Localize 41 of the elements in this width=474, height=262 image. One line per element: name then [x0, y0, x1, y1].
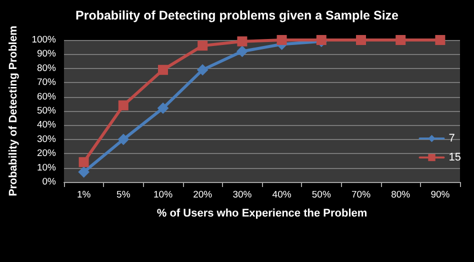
y-tick-label: 50% — [36, 106, 57, 116]
point — [78, 157, 89, 168]
chart-title: Probability of Detecting problems given a Sample Size — [76, 8, 399, 22]
legend-label: 7 — [448, 132, 455, 144]
x-tick-label: 80% — [391, 190, 411, 200]
x-axis-title: % of Users who Experience the Problem — [156, 208, 368, 220]
point — [316, 35, 326, 45]
x-tick-label: 5% — [116, 190, 131, 200]
y-tick-label: 40% — [36, 120, 57, 131]
point — [237, 36, 248, 46]
x-tick-label: 1% — [76, 190, 92, 200]
x-tick-label: 30% — [232, 190, 252, 200]
y-tick-label: 100% — [32, 34, 57, 46]
y-tick-label: 30% — [36, 134, 57, 145]
point — [276, 35, 287, 45]
point — [435, 35, 446, 45]
x-tick-label: 40% — [272, 190, 292, 200]
point — [197, 64, 208, 76]
point — [236, 46, 248, 57]
point — [396, 35, 406, 45]
y-axis-title: Probability of Detecting Problem — [8, 26, 20, 196]
y-tick-label: 60% — [36, 91, 57, 102]
y-tick-label: 80% — [36, 62, 57, 74]
y-tick-label: 10% — [36, 162, 57, 174]
point — [118, 100, 128, 110]
point — [356, 35, 366, 45]
x-tick-label: 90% — [430, 190, 450, 200]
point — [78, 166, 90, 178]
y-tick-label: 20% — [36, 148, 57, 160]
legend-label: 15 — [448, 152, 462, 164]
y-tick-label: 90% — [36, 48, 57, 60]
x-tick-label: 20% — [193, 190, 213, 200]
point — [198, 40, 208, 51]
point — [118, 134, 129, 145]
point — [158, 102, 168, 114]
y-tick-label: 70% — [36, 77, 57, 88]
x-tick-label: 70% — [351, 190, 372, 200]
x-tick-label: 50% — [312, 190, 332, 200]
x-tick-label: 10% — [153, 190, 174, 200]
point — [158, 64, 168, 75]
y-tick-label: 0% — [42, 176, 57, 188]
